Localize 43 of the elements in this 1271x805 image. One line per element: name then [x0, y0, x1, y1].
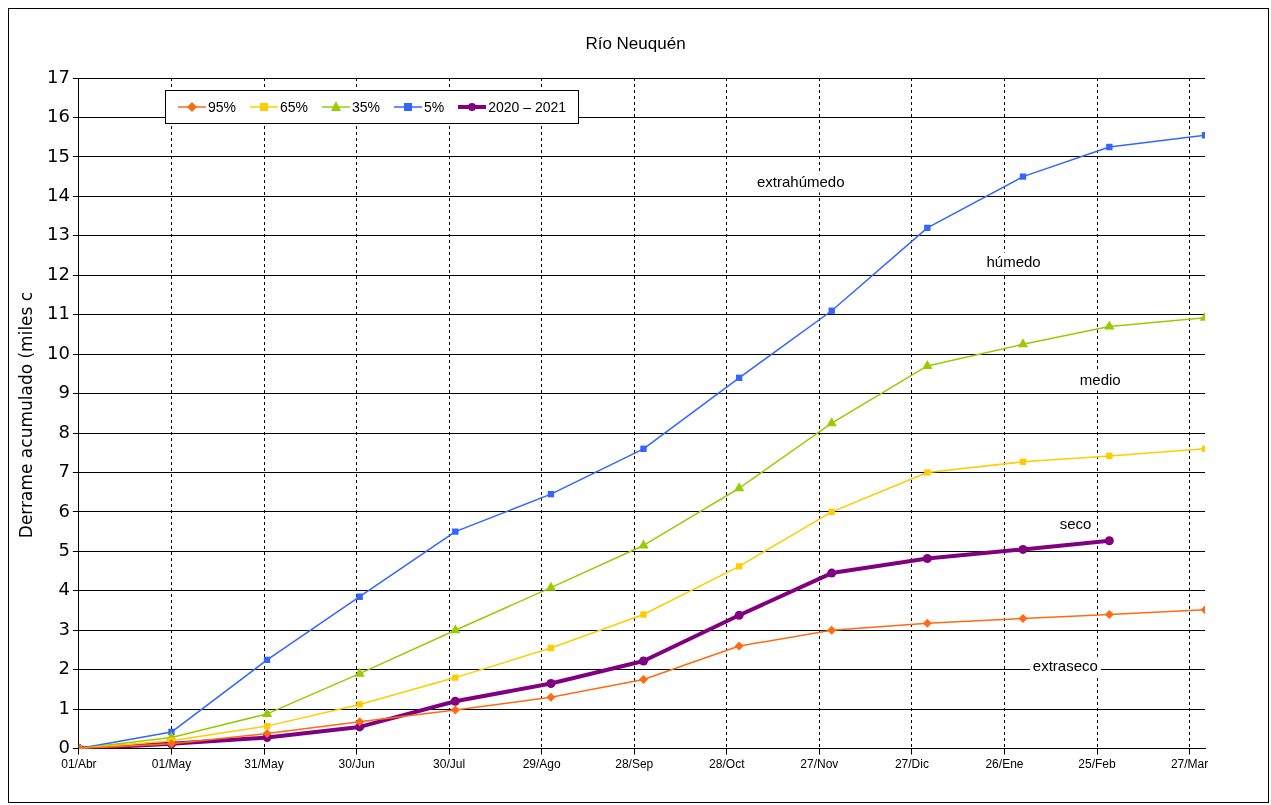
- y-tick-label: 10: [47, 341, 70, 363]
- x-tick-label: 28/Sep: [615, 757, 654, 772]
- x-tick-label: 01/Abr: [61, 757, 97, 772]
- x-tick-label: 30/Jun: [338, 757, 375, 772]
- y-tick-label: 5: [58, 539, 70, 561]
- annotation: medio: [1079, 370, 1121, 388]
- legend-label: 2020 – 2021: [488, 99, 567, 115]
- x-tick-label: 27/Nov: [800, 757, 839, 772]
- y-tick-label: 12: [47, 262, 70, 284]
- y-tick-label: 14: [47, 184, 70, 206]
- chart-title: Río Neuquén: [584, 34, 687, 54]
- x-tick-label: 29/Ago: [522, 757, 562, 772]
- legend-label: 5%: [423, 99, 445, 115]
- y-tick-label: 16: [47, 105, 70, 127]
- x-tick-label: 25/Feb: [1078, 757, 1117, 772]
- x-tick-label: 01/May: [151, 757, 192, 772]
- y-tick-label: 9: [58, 381, 70, 403]
- y-tick-label: 4: [58, 578, 70, 600]
- y-tick-label: 6: [58, 499, 70, 521]
- legend-label: 65%: [279, 99, 308, 115]
- annotation: extraseco: [1032, 656, 1098, 674]
- x-tick-label: 26/Ene: [985, 757, 1024, 772]
- y-axis-title: Derrame acumulado (miles c: [16, 291, 36, 539]
- y-tick-label: 2: [58, 657, 70, 679]
- y-tick-label: 17: [47, 65, 70, 87]
- y-tick-label: 15: [47, 144, 70, 166]
- y-tick-label: 11: [47, 302, 70, 324]
- y-tick-label: 0: [58, 736, 70, 758]
- x-tick-label: 30/Jul: [433, 757, 466, 772]
- y-tick-label: 3: [58, 617, 70, 639]
- annotation: extrahúmedo: [756, 172, 845, 190]
- x-tick-label: 28/Oct: [709, 757, 746, 772]
- y-tick-label: 13: [47, 223, 70, 245]
- x-tick-label: 27/Dic: [894, 757, 929, 772]
- y-tick-label: 1: [58, 696, 70, 718]
- x-tick-label: 27/Mar: [1170, 757, 1209, 772]
- legend-label: 35%: [351, 99, 380, 115]
- annotation: seco: [1059, 515, 1092, 533]
- annotation: húmedo: [986, 252, 1041, 270]
- y-tick-label: 8: [58, 420, 70, 442]
- x-tick-label: 31/May: [244, 757, 284, 772]
- legend-label: 95%: [207, 99, 236, 115]
- y-tick-label: 7: [58, 460, 70, 482]
